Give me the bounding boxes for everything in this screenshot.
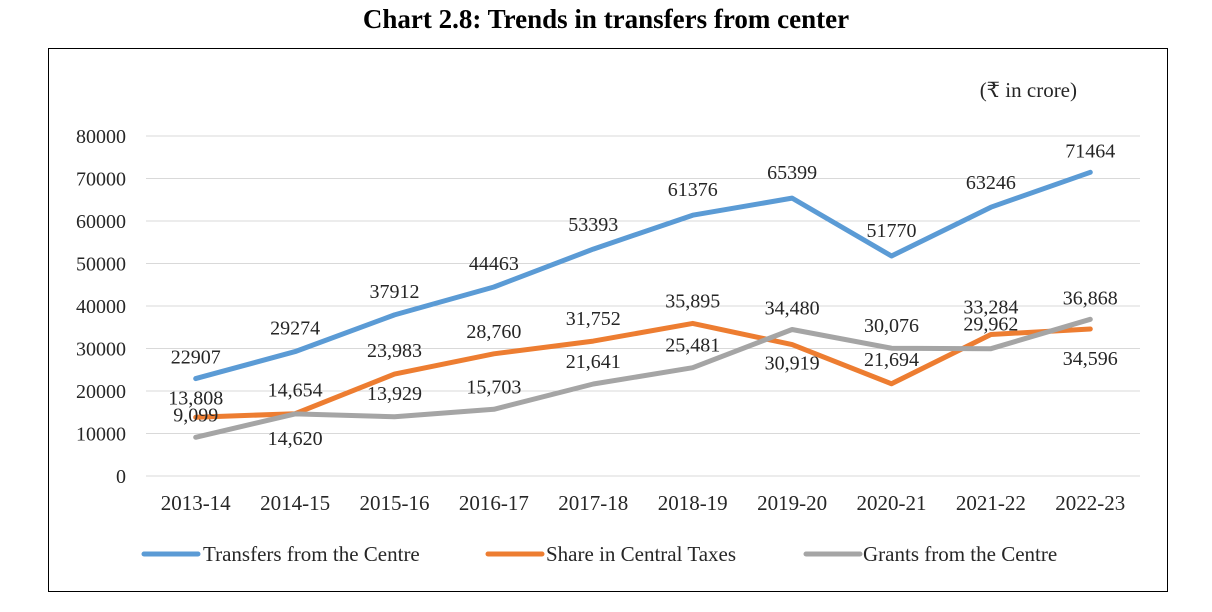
chart-title: Chart 2.8: Trends in transfers from cent…: [362, 4, 850, 34]
data-label: 30,076: [864, 315, 919, 337]
y-tick-label: 60000: [76, 211, 126, 233]
data-label: 22907: [171, 347, 221, 369]
data-label: 23,983: [367, 340, 422, 362]
data-label: 28,760: [466, 321, 521, 343]
y-tick-label: 70000: [76, 169, 126, 191]
data-label: 31,752: [566, 308, 621, 330]
data-label: 33,284: [963, 297, 1018, 319]
data-label: 30,919: [765, 353, 820, 375]
series-line-3: [193, 316, 1093, 440]
data-label: 61376: [668, 179, 718, 201]
x-tick-label: 2014-15: [260, 491, 330, 515]
data-label: 36,868: [1063, 287, 1118, 309]
series-lines: [193, 169, 1093, 440]
x-tick-label: 2013-14: [161, 491, 231, 515]
series-line-1: [193, 169, 1093, 382]
data-label: 15,703: [466, 376, 521, 398]
y-tick-label: 0: [116, 466, 126, 488]
x-tick-label: 2020-21: [857, 491, 927, 515]
data-label: 71464: [1065, 140, 1115, 162]
series-line-2: [193, 320, 1093, 420]
data-label: 14,654: [268, 380, 323, 402]
data-label: 37912: [370, 281, 420, 303]
data-label: 63246: [966, 172, 1016, 194]
y-tick-label: 20000: [76, 381, 126, 403]
x-tick-label: 2022-23: [1055, 491, 1125, 515]
y-tick-label: 80000: [76, 126, 126, 148]
legend-label: Transfers from the Centre: [203, 542, 420, 566]
y-tick-label: 30000: [76, 339, 126, 361]
data-label: 65399: [767, 162, 817, 184]
data-label: 13,929: [367, 383, 422, 405]
data-label: 29274: [270, 318, 320, 340]
data-label: 51770: [867, 220, 917, 242]
data-label: 25,481: [665, 335, 720, 357]
x-tick-label: 2015-16: [360, 491, 430, 515]
data-label: 13,808: [168, 387, 223, 409]
data-label: 35,895: [665, 290, 720, 312]
data-label: 34,596: [1063, 348, 1118, 370]
data-label: 9,099: [173, 404, 218, 426]
x-axis-ticks: 2013-14 2014-15 2015-16 2016-17 2017-18 2018-…: [161, 491, 1126, 515]
legend: Transfers from the Centre Share in Centra…: [141, 542, 1057, 566]
x-tick-label: 2016-17: [459, 491, 529, 515]
x-tick-label: 2017-18: [558, 491, 628, 515]
data-label: 53393: [568, 214, 618, 236]
legend-label: Share in Central Taxes: [546, 542, 736, 566]
data-labels: 22907 29274 37912 44463 53393 61376 65399 51770…: [168, 140, 1118, 450]
x-tick-label: 2021-22: [956, 491, 1026, 515]
y-tick-label: 40000: [76, 296, 126, 318]
data-label: 21,641: [566, 351, 621, 373]
data-label: 21,694: [864, 349, 919, 371]
unit-note: (₹ in crore): [980, 78, 1077, 102]
x-tick-label: 2018-19: [658, 491, 728, 515]
y-tick-label: 50000: [76, 254, 126, 276]
legend-label: Grants from the Centre: [863, 542, 1057, 566]
y-axis-ticks: 0 10000 20000 30000 40000 50000 60000 70000 8000…: [76, 126, 126, 488]
data-label: 44463: [469, 253, 519, 275]
x-tick-label: 2019-20: [757, 491, 827, 515]
data-label: 14,620: [268, 428, 323, 450]
y-tick-label: 10000: [76, 424, 126, 446]
data-label: 29,962: [963, 314, 1018, 336]
data-label: 34,480: [765, 297, 820, 319]
chart-frame: [48, 48, 1168, 592]
